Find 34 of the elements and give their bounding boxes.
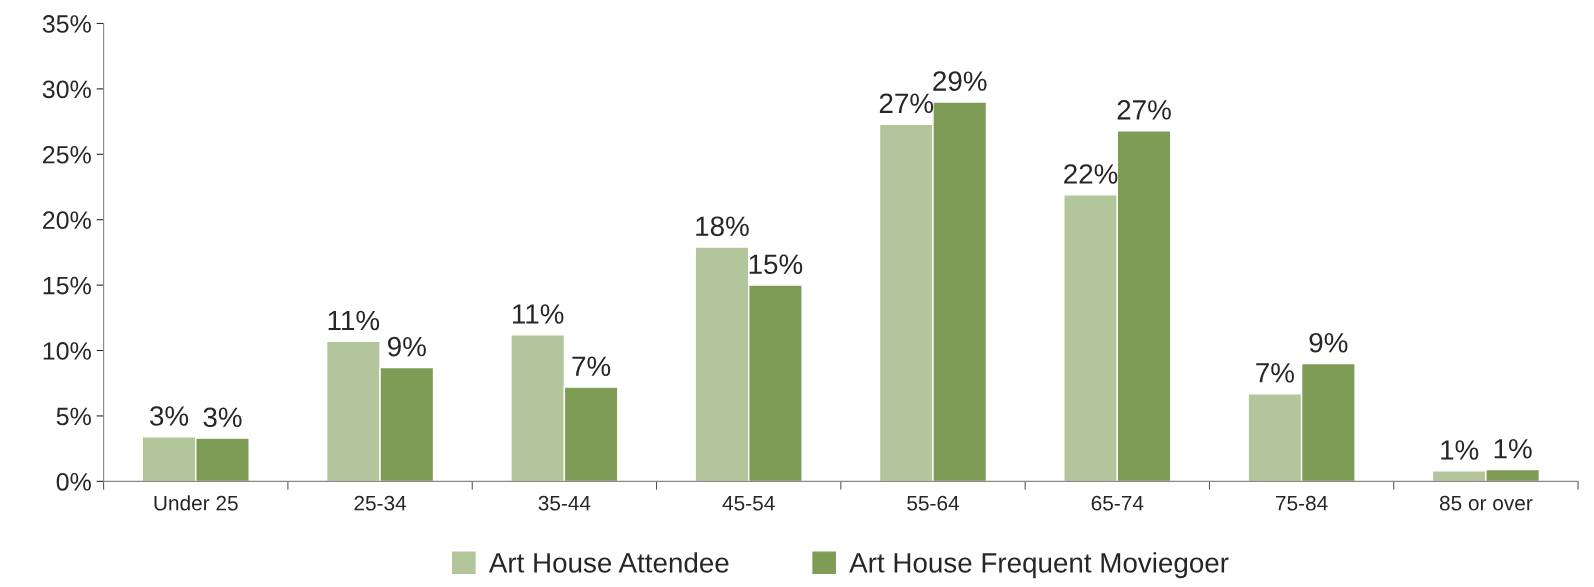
x-tick-label: 85 or over [1439,495,1533,511]
data-label: 11% [328,310,380,331]
y-tick-label: 25% [43,145,91,164]
x-tick-label: 25-34 [354,495,407,511]
x-tick-label: Under 25 [154,495,238,511]
data-label: 18% [696,216,749,237]
x-tick-label: 45-54 [722,495,775,511]
y-tick-label: 0% [56,472,91,491]
x-tick-label: 65-74 [1091,495,1144,511]
data-label: 29% [933,71,987,91]
data-label: 27% [879,93,934,114]
x-tick-label: 35-44 [538,495,591,511]
legend-label: Art House Attendee [488,552,729,573]
data-label: 9% [388,336,426,357]
legend-label: Art House Frequent Moviegoer [849,552,1229,579]
data-label: 7% [572,356,611,376]
data-label: 9% [1309,332,1348,353]
data-label: 15% [749,254,803,275]
y-tick-label: 15% [43,276,91,295]
y-tick-label: 10% [43,342,91,360]
data-label: 11% [513,304,564,324]
data-label: 7% [1256,363,1294,383]
data-label: 3% [203,407,242,428]
data-label: 1% [1494,438,1532,459]
y-tick-label: 35% [42,15,91,33]
data-label: 27% [1117,100,1171,120]
data-label: 1% [1441,440,1479,460]
x-tick-label: 75-84 [1276,495,1328,511]
y-tick-label: 20% [43,211,91,230]
data-label: 3% [150,406,189,426]
y-tick-label: 5% [56,407,91,426]
data-label: 22% [1064,164,1118,184]
x-tick-label: 55-64 [907,495,960,511]
y-tick-label: 30% [42,80,91,99]
